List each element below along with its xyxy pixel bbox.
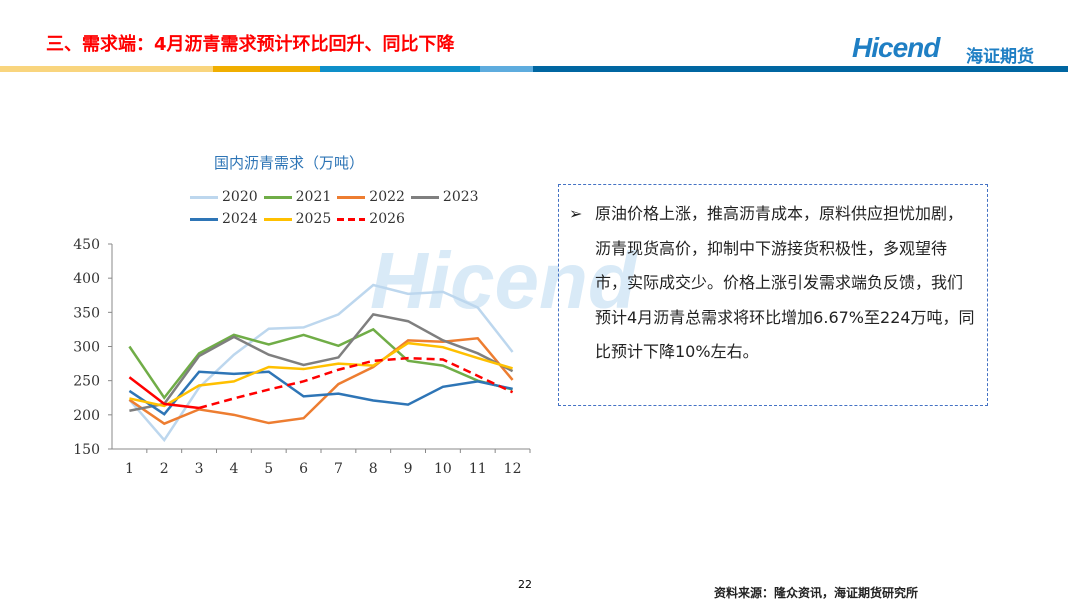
series-line-2023 xyxy=(129,313,514,412)
brand-bar-segment xyxy=(213,66,320,72)
analysis-text: 原油价格上涨，推高沥青成本，原料供应担忧加剧，沥青现货高价，抑制中下游接货积极性… xyxy=(595,204,975,361)
legend-item: 2024 xyxy=(190,208,258,230)
x-tick-label: 12 xyxy=(504,461,522,477)
x-tick-label: 9 xyxy=(404,461,413,477)
logo-cn-text: 海证期货 xyxy=(966,47,1034,67)
legend-item: 2021 xyxy=(263,186,331,208)
slide-title: 三、需求端：4月沥青需求预计环比回升、同比下降 xyxy=(46,34,455,55)
series-line-2024 xyxy=(128,370,513,416)
legend-item: 2025 xyxy=(263,208,331,230)
brand-bar-segment xyxy=(320,66,480,72)
watermark: Hicend xyxy=(370,236,637,325)
y-tick-label: 250 xyxy=(73,374,100,390)
x-tick-label: 10 xyxy=(434,461,452,477)
chart-title: 国内沥青需求（万吨） xyxy=(214,154,365,172)
page-number: 22 xyxy=(518,578,532,591)
x-tick-label: 3 xyxy=(195,461,204,477)
y-tick-label: 450 xyxy=(73,237,100,253)
series-line-2021 xyxy=(128,327,513,400)
bullet-arrow-icon: ➢ xyxy=(569,204,583,223)
brand-bar-segment xyxy=(480,66,533,72)
chart-legend: 2020 2021 2022 2023 2024 2025 2026 xyxy=(190,186,490,230)
legend-item: 2022 xyxy=(337,186,405,208)
legend-item: 2023 xyxy=(410,186,479,208)
source-note: 资料来源：隆众资讯，海证期货研究所 xyxy=(714,586,919,600)
series-line-2026 xyxy=(198,356,514,410)
brand-bar-segment xyxy=(0,66,213,72)
series-line-2025 xyxy=(129,341,513,408)
y-tick-label: 350 xyxy=(73,305,100,321)
x-tick-label: 6 xyxy=(299,461,308,477)
x-tick-label: 11 xyxy=(469,461,487,477)
series-line-2020 xyxy=(128,283,514,443)
x-tick-label: 2 xyxy=(160,461,169,477)
hicend-logo: Hicend xyxy=(852,32,940,63)
analysis-textbox: ➢ 原油价格上涨，推高沥青成本，原料供应担忧加剧，沥青现货高价，抑制中下游接货积… xyxy=(558,184,988,406)
legend-item: 2020 xyxy=(190,186,258,208)
x-tick-label: 7 xyxy=(334,461,343,477)
brand-bar-segment xyxy=(533,66,1068,72)
series-line-2026-solid xyxy=(128,376,200,410)
x-tick-label: 4 xyxy=(229,461,238,477)
x-tick-label: 8 xyxy=(369,461,378,477)
x-tick-label: 5 xyxy=(264,461,273,477)
y-tick-label: 300 xyxy=(73,340,100,356)
x-tick-label: 1 xyxy=(125,461,134,477)
series-line-2022 xyxy=(128,336,514,426)
y-tick-label: 150 xyxy=(73,442,100,458)
legend-item: 2026 xyxy=(337,208,405,230)
y-tick-label: 200 xyxy=(73,408,100,424)
y-tick-label: 400 xyxy=(73,271,100,287)
